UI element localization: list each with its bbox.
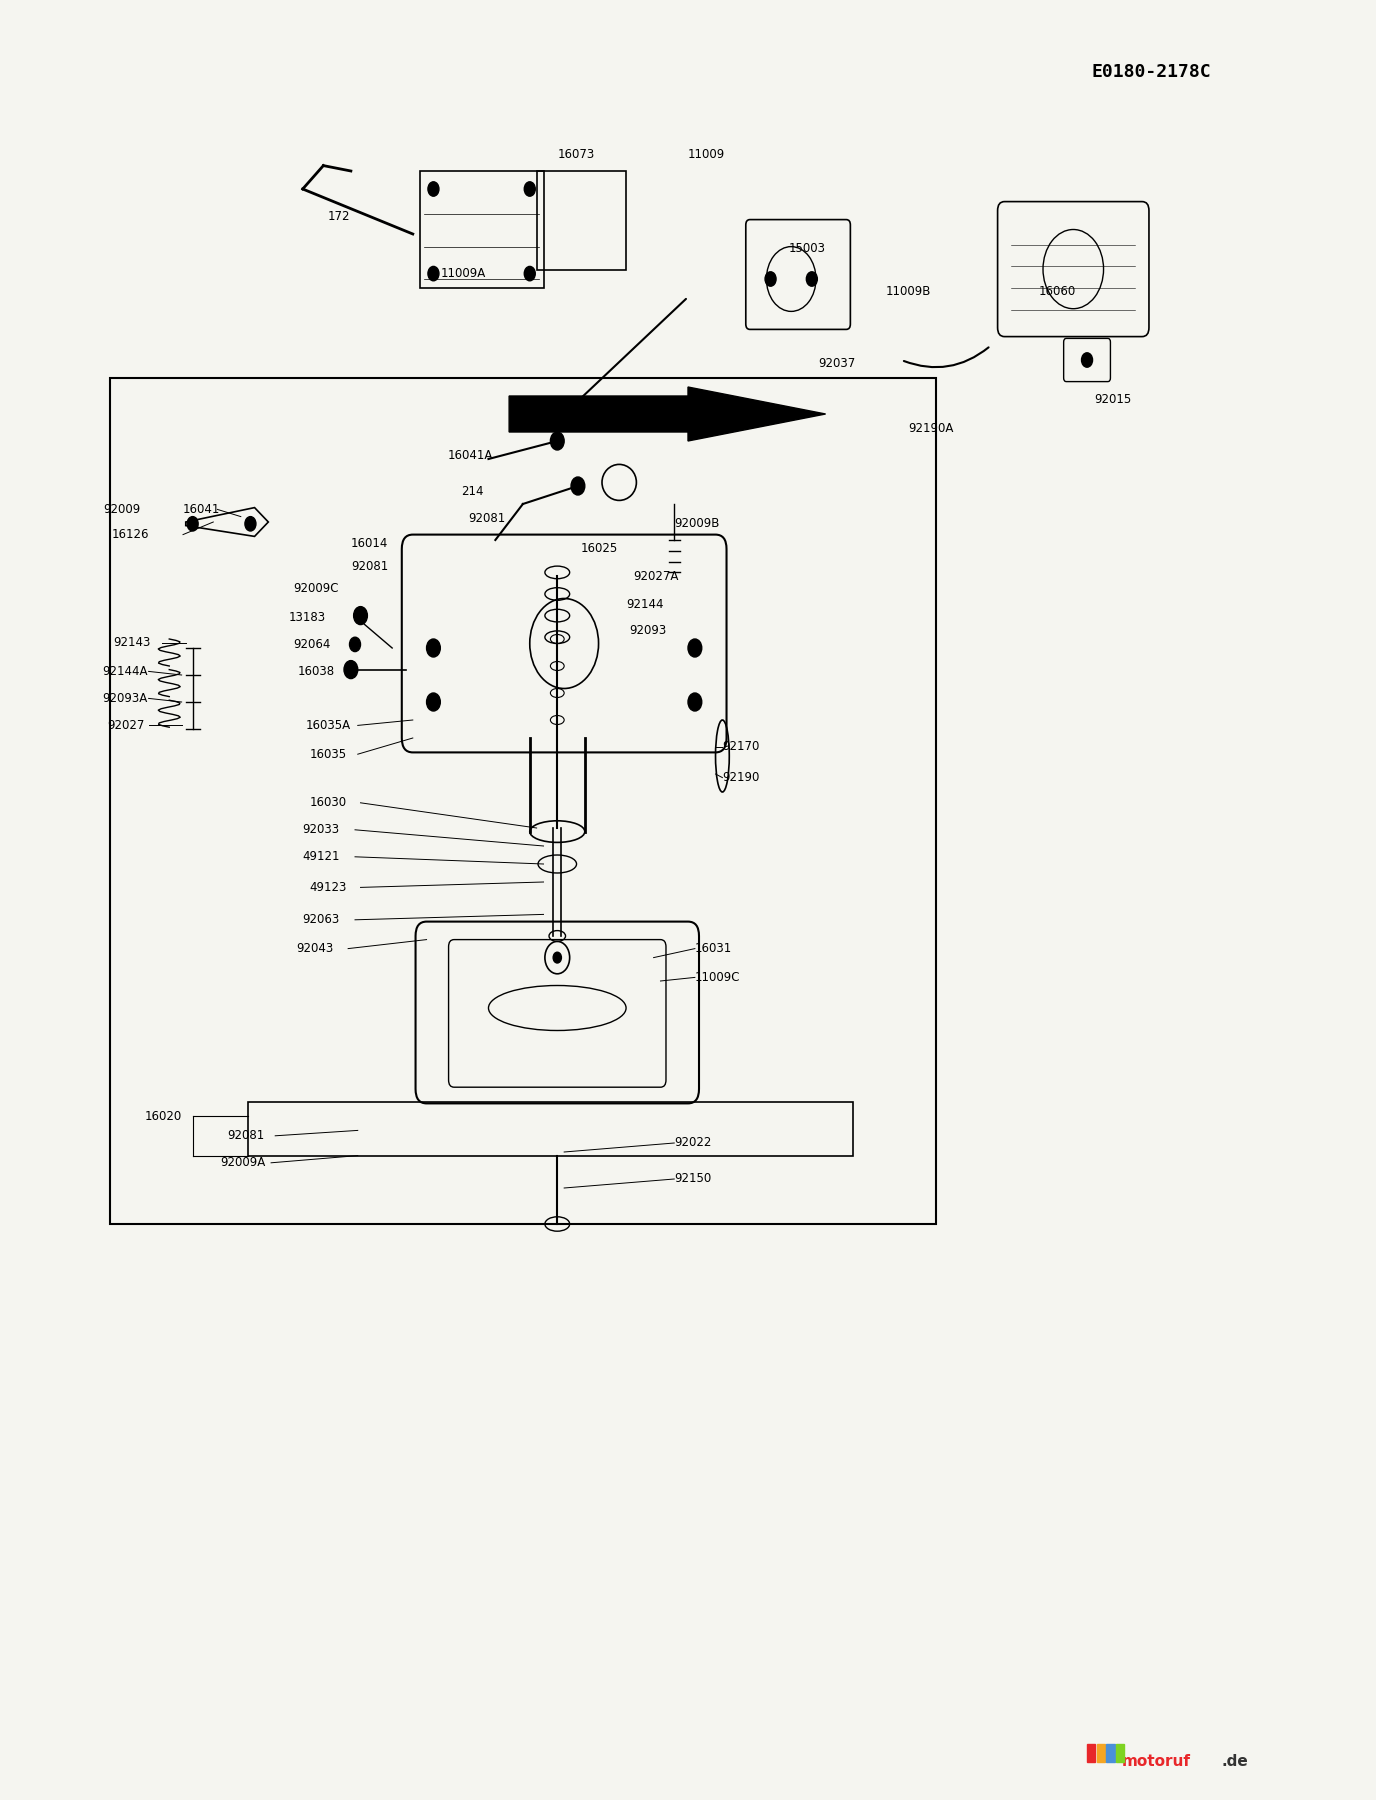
Text: 92170: 92170 (722, 740, 760, 754)
Text: 11009B: 11009B (886, 284, 932, 299)
Circle shape (688, 639, 702, 657)
Text: 49123: 49123 (310, 880, 347, 895)
Text: 11009A: 11009A (440, 266, 486, 281)
Text: 92064: 92064 (293, 637, 330, 652)
Circle shape (428, 182, 439, 196)
Text: 92043: 92043 (296, 941, 333, 956)
Circle shape (524, 266, 535, 281)
Text: 16035A: 16035A (305, 718, 351, 733)
Text: 15003: 15003 (788, 241, 826, 256)
Circle shape (1082, 353, 1093, 367)
Text: 16126: 16126 (111, 527, 149, 542)
Text: 214: 214 (461, 484, 483, 499)
Circle shape (688, 693, 702, 711)
Bar (1087, 1744, 1095, 1762)
Circle shape (553, 952, 561, 963)
Text: 16060: 16060 (1039, 284, 1076, 299)
Circle shape (428, 266, 439, 281)
Text: 92093: 92093 (629, 623, 666, 637)
Text: 92027A: 92027A (633, 569, 678, 583)
Bar (248, 1102, 853, 1156)
Text: 16073: 16073 (557, 148, 594, 162)
Text: 92081: 92081 (351, 560, 388, 574)
Text: 92081: 92081 (468, 511, 505, 526)
Text: 92144: 92144 (626, 598, 663, 612)
Circle shape (550, 432, 564, 450)
Text: 92081: 92081 (227, 1129, 264, 1143)
Circle shape (765, 272, 776, 286)
Text: 92037: 92037 (819, 356, 856, 371)
Text: 13183: 13183 (289, 610, 326, 625)
Text: 92022: 92022 (674, 1136, 711, 1150)
Text: 16014: 16014 (351, 536, 388, 551)
Text: 16035: 16035 (310, 747, 347, 761)
Circle shape (344, 661, 358, 679)
Bar (110, 378, 936, 1224)
Text: motoruf: motoruf (1121, 1755, 1190, 1769)
Text: 16031: 16031 (695, 941, 732, 956)
Polygon shape (509, 387, 826, 441)
Bar (1106, 1744, 1115, 1762)
Text: E0180-2178C: E0180-2178C (1091, 63, 1211, 81)
Text: 92093A: 92093A (102, 691, 147, 706)
Text: 16038: 16038 (297, 664, 334, 679)
Text: 92144A: 92144A (102, 664, 147, 679)
Circle shape (187, 517, 198, 531)
Text: 11009: 11009 (688, 148, 725, 162)
Circle shape (524, 182, 535, 196)
Text: 92150: 92150 (674, 1172, 711, 1186)
Text: 16041A: 16041A (447, 448, 493, 463)
Text: 92190: 92190 (722, 770, 760, 785)
Text: 16030: 16030 (310, 796, 347, 810)
Text: 92009: 92009 (103, 502, 140, 517)
Text: 92027: 92027 (107, 718, 144, 733)
Text: 92009B: 92009B (674, 517, 720, 531)
Text: 92190A: 92190A (908, 421, 954, 436)
Text: 92143: 92143 (113, 635, 150, 650)
Circle shape (350, 637, 361, 652)
Text: 16020: 16020 (144, 1109, 182, 1123)
Text: 92063: 92063 (303, 913, 340, 927)
Circle shape (806, 272, 817, 286)
Bar (1116, 1744, 1124, 1762)
Text: 49121: 49121 (303, 850, 340, 864)
Text: 92015: 92015 (1094, 392, 1131, 407)
Text: 92009C: 92009C (293, 581, 338, 596)
Circle shape (571, 477, 585, 495)
Text: .de: .de (1222, 1755, 1248, 1769)
Text: 16025: 16025 (581, 542, 618, 556)
Circle shape (354, 607, 367, 625)
Text: 16041: 16041 (183, 502, 220, 517)
Text: 11009C: 11009C (695, 970, 740, 985)
Text: 172: 172 (327, 209, 350, 223)
Circle shape (427, 693, 440, 711)
Bar (1097, 1744, 1105, 1762)
Text: 92009A: 92009A (220, 1156, 266, 1170)
Circle shape (427, 639, 440, 657)
Text: 92033: 92033 (303, 823, 340, 837)
Circle shape (245, 517, 256, 531)
